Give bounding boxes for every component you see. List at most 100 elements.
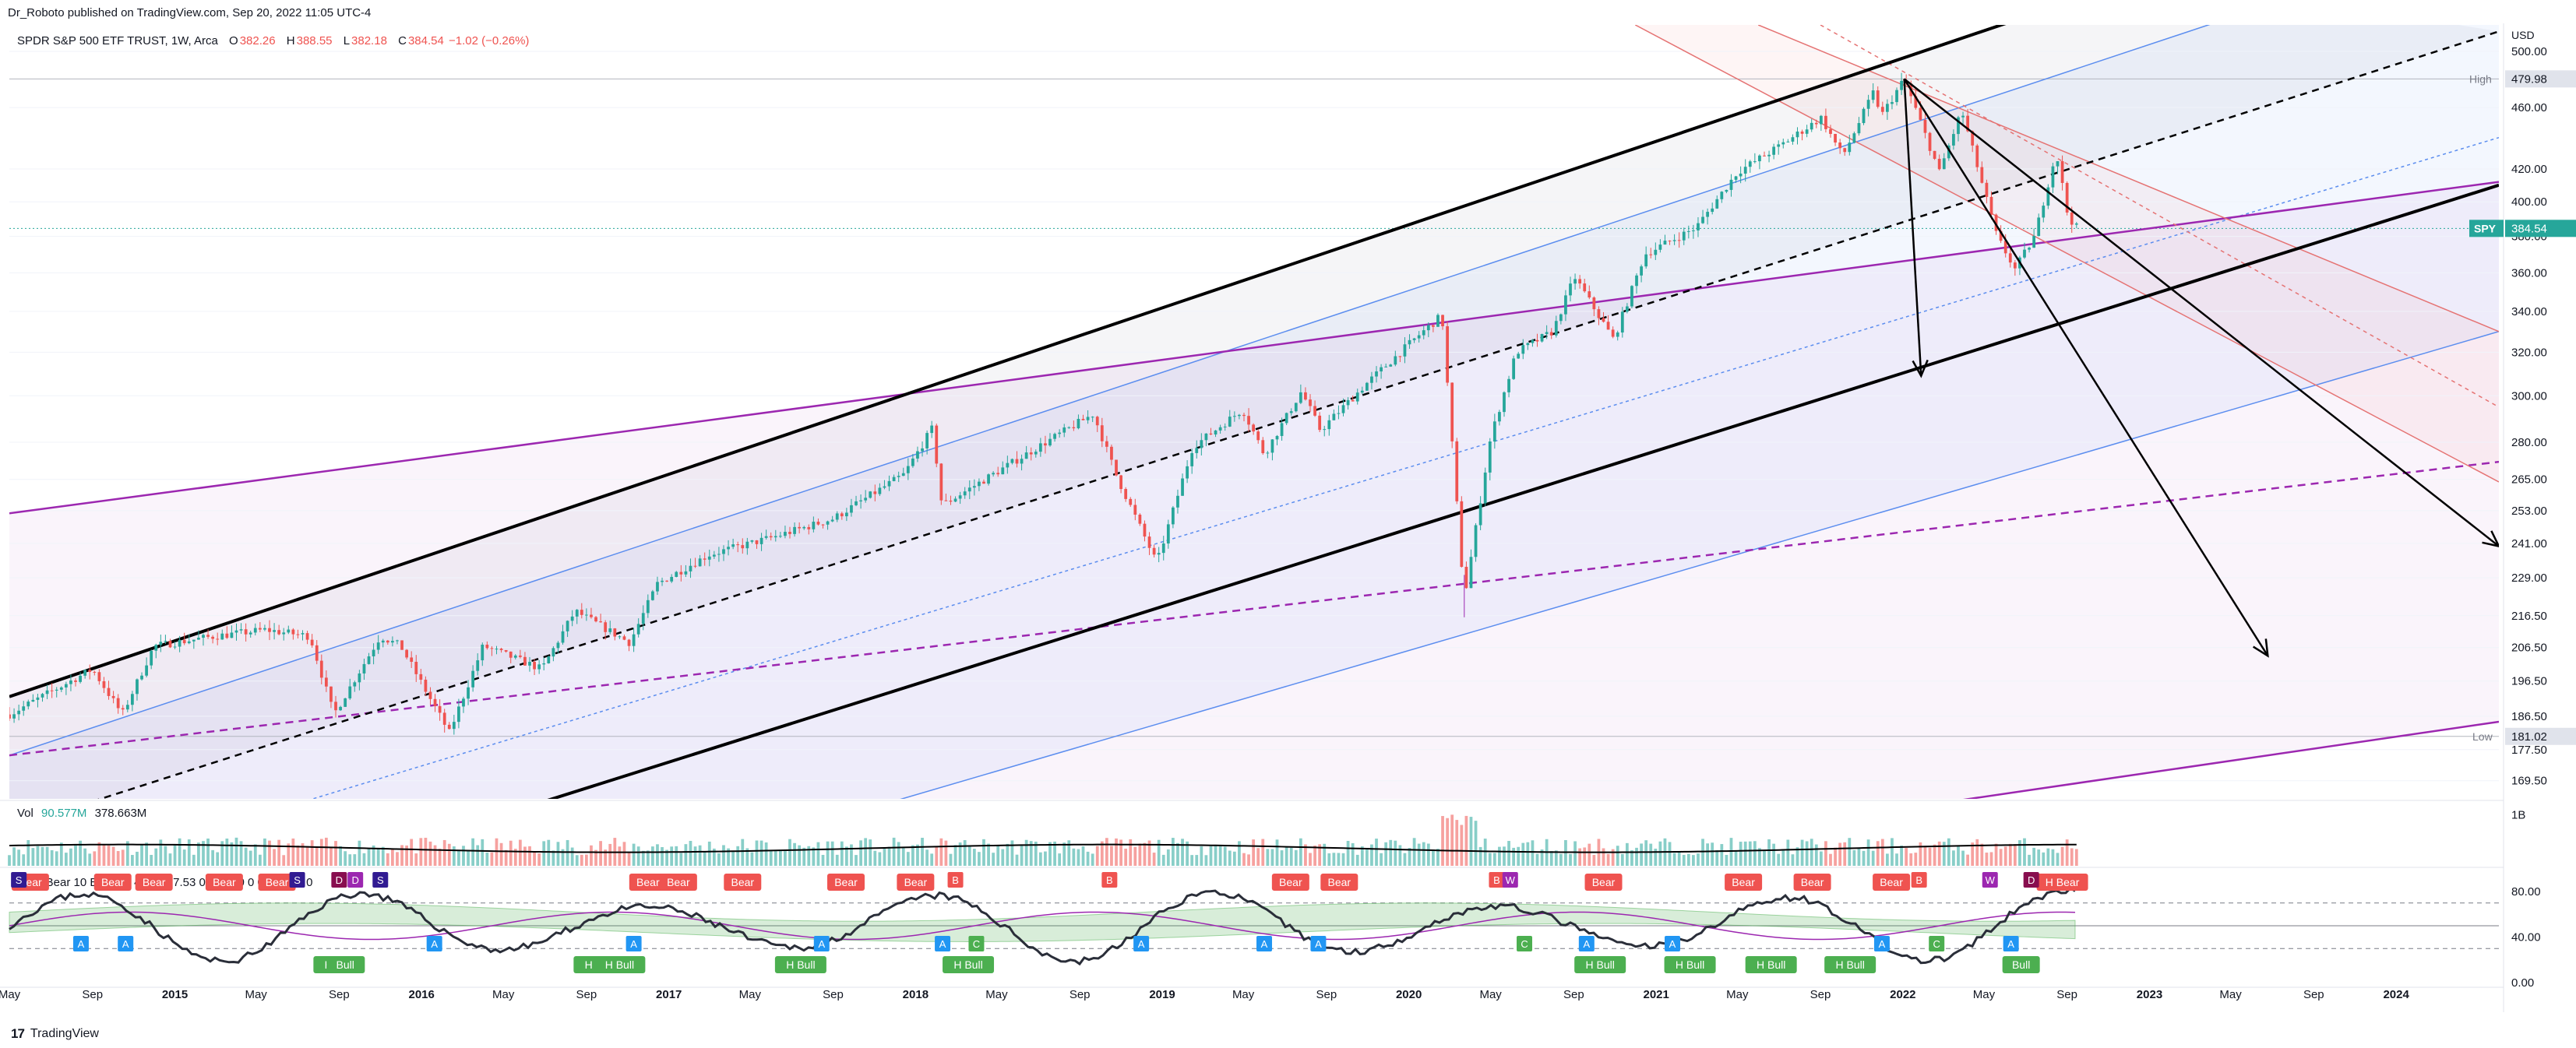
candle-body xyxy=(570,616,574,621)
volume-bar xyxy=(864,838,868,866)
candle-body xyxy=(1332,413,1336,420)
crsi-signal-badge xyxy=(897,874,935,891)
volume-bar xyxy=(22,854,26,866)
candle-body xyxy=(693,565,697,567)
volume-bar xyxy=(840,841,844,866)
tradingview-footer[interactable]: 17 TradingView xyxy=(11,1026,99,1042)
crsi-letter-label: S xyxy=(16,874,23,886)
purple-channel-upper xyxy=(9,181,2499,515)
volume-bar xyxy=(1578,848,1582,866)
volume-bar xyxy=(111,846,115,866)
volume-bar xyxy=(1024,839,1028,866)
volume-bar xyxy=(604,849,608,866)
candle-body xyxy=(594,617,597,622)
candle-body xyxy=(358,673,361,683)
price-tick-label: 400.00 xyxy=(2511,195,2547,209)
volume-bar xyxy=(1616,846,1619,866)
crsi-letter-label: A xyxy=(1583,938,1590,950)
volume-bar xyxy=(1181,839,1184,866)
crsi-signal-badge xyxy=(258,874,296,891)
high-label: High xyxy=(2469,72,2492,85)
crsi-signal-label: Bear xyxy=(731,876,754,888)
volume-bar xyxy=(1478,846,1482,866)
candle-body xyxy=(1446,326,1449,383)
volume-bar xyxy=(1081,846,1085,866)
volume-bar xyxy=(234,837,238,866)
volume-legend[interactable]: Vol 90.577M 378.663M xyxy=(17,807,146,820)
candle-body xyxy=(1937,158,1941,170)
price-tick-label: 196.50 xyxy=(2511,675,2547,688)
candle-body xyxy=(471,670,475,688)
candle-body xyxy=(55,689,58,691)
volume-bar xyxy=(1313,846,1316,866)
volume-bar xyxy=(821,854,825,866)
candle-body xyxy=(1697,223,1700,230)
candle-body xyxy=(878,487,882,494)
time-tick-label: Sep xyxy=(1316,988,1337,1001)
candle-body xyxy=(410,657,414,663)
volume-label: Vol xyxy=(17,807,33,820)
crsi-signal-badge xyxy=(2036,874,2088,891)
candle-body xyxy=(987,474,990,484)
candle-body xyxy=(1597,309,1601,318)
volume-bar xyxy=(102,845,106,866)
volume-bar xyxy=(1086,851,1090,866)
low-value-tag: 181.02 xyxy=(2511,730,2547,744)
candle-body xyxy=(613,628,617,637)
crsi-letter-label: A xyxy=(630,938,637,950)
candle-body xyxy=(1327,420,1331,430)
price-tick-label: 500.00 xyxy=(2511,45,2547,58)
volume-bar xyxy=(1611,849,1615,866)
volume-bar xyxy=(206,838,210,866)
candle-body xyxy=(1058,432,1062,434)
candle-body xyxy=(1891,102,1894,104)
time-tick-label: 2020 xyxy=(1396,988,1422,1001)
volume-bar xyxy=(159,839,163,866)
crsi-letter-label: B xyxy=(1915,874,1922,886)
candle-body xyxy=(1602,318,1605,322)
candle-body xyxy=(1072,427,1076,429)
volume-bar xyxy=(1214,844,1218,866)
crsi-signal-badge xyxy=(1320,874,1358,891)
candle-body xyxy=(930,425,934,434)
candle-body xyxy=(220,633,224,640)
symbol-title[interactable]: SPDR S&P 500 ETF TRUST, 1W, Arca xyxy=(17,34,218,47)
volume-bar xyxy=(2042,852,2046,866)
candle-body xyxy=(1380,367,1383,372)
volume-bar xyxy=(140,845,143,866)
candle-body xyxy=(1048,438,1052,446)
volume-bar xyxy=(939,838,943,866)
candle-body xyxy=(835,513,839,520)
candle-body xyxy=(1692,230,1695,231)
candle-body xyxy=(575,610,579,617)
volume-bar xyxy=(277,839,281,866)
crsi-signal-label: H Bull xyxy=(1757,958,1785,971)
volume-bar xyxy=(925,849,929,866)
volume-bar xyxy=(192,854,196,866)
candle-body xyxy=(731,544,735,547)
candle-body xyxy=(462,698,465,707)
volume-bar xyxy=(1895,853,1898,866)
volume-bar xyxy=(362,853,366,866)
volume-bar xyxy=(131,855,134,866)
candle-body xyxy=(788,532,791,534)
candle-body xyxy=(1517,353,1521,359)
volume-bar xyxy=(1441,816,1444,866)
candle-body xyxy=(457,706,460,723)
price-tick-label: 300.00 xyxy=(2511,389,2547,403)
volume-bar xyxy=(2028,854,2031,866)
candle-body xyxy=(131,694,134,705)
crsi-signal-label: H Bull xyxy=(1835,958,1864,971)
candle-body xyxy=(1748,161,1752,167)
volume-bar xyxy=(1460,825,1464,866)
candle-body xyxy=(1554,321,1558,336)
candle-body xyxy=(996,473,1000,475)
candle-body xyxy=(537,664,541,670)
candle-body xyxy=(1758,155,1761,162)
candle-body xyxy=(1914,96,1918,108)
volume-bar xyxy=(1110,846,1113,866)
candle-body xyxy=(1900,80,1903,90)
candle-body xyxy=(632,634,636,646)
candle-body xyxy=(476,660,480,671)
